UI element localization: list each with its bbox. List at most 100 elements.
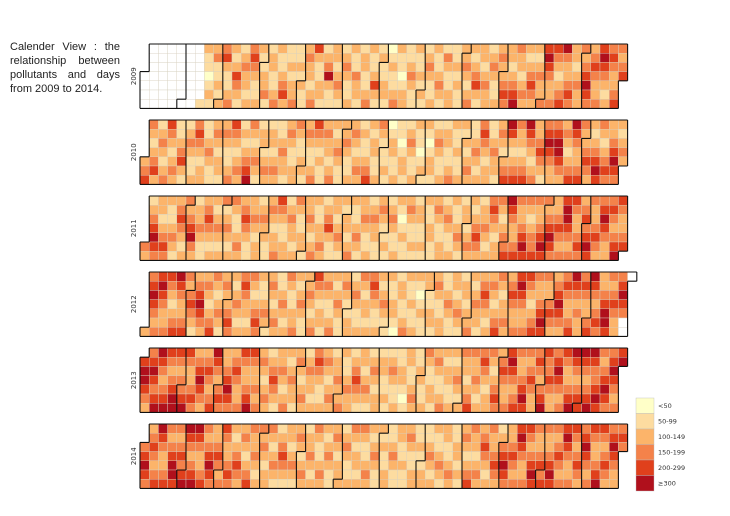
day-cell — [581, 89, 591, 100]
day-cell — [287, 403, 297, 413]
empty-day — [185, 80, 196, 91]
day-cell — [158, 451, 168, 462]
day-cell — [544, 403, 555, 413]
day-cell — [553, 156, 564, 167]
day-cell — [425, 241, 435, 252]
day-cell — [185, 317, 196, 328]
day-cell — [213, 271, 224, 282]
day-cell — [222, 460, 233, 471]
day-cell — [296, 232, 306, 243]
empty-day — [148, 80, 159, 91]
day-cell — [167, 347, 178, 358]
day-cell — [489, 43, 500, 54]
day-cell — [489, 317, 500, 328]
day-cell — [425, 375, 435, 386]
day-cell — [581, 469, 591, 480]
day-cell — [480, 232, 490, 243]
day-cell — [287, 423, 297, 434]
day-cell — [535, 232, 545, 243]
day-cell — [158, 147, 168, 158]
day-cell — [167, 250, 178, 261]
day-cell — [526, 204, 536, 215]
day-cell — [388, 271, 398, 282]
day-cell — [222, 98, 233, 109]
day-cell — [379, 347, 389, 358]
empty-day — [158, 53, 168, 63]
day-cell — [379, 250, 389, 261]
day-cell — [240, 232, 251, 243]
day-cell — [544, 308, 555, 319]
day-cell — [489, 366, 500, 376]
day-cell — [471, 43, 481, 54]
day-cell — [526, 281, 536, 291]
day-cell — [489, 71, 500, 81]
day-cell — [388, 89, 398, 100]
day-cell — [194, 165, 205, 176]
day-cell — [572, 281, 582, 291]
day-cell — [379, 366, 389, 376]
day-cell — [333, 98, 343, 109]
day-cell — [388, 308, 398, 319]
day-cell — [323, 299, 334, 310]
day-cell — [498, 195, 509, 206]
day-cell — [222, 469, 233, 480]
day-cell — [176, 195, 187, 206]
day-cell — [240, 366, 251, 376]
day-cell — [277, 308, 288, 319]
day-cell — [563, 479, 573, 489]
day-cell — [333, 308, 343, 319]
day-cell — [351, 80, 362, 91]
day-cell — [443, 479, 454, 489]
day-cell — [250, 290, 260, 300]
day-cell — [222, 119, 233, 130]
day-cell — [176, 281, 187, 291]
day-cell — [434, 423, 444, 434]
day-cell — [314, 156, 325, 167]
month-border — [139, 119, 629, 185]
day-cell — [609, 442, 619, 452]
day-cell — [351, 204, 362, 215]
day-cell — [204, 223, 214, 234]
day-cell — [342, 290, 352, 300]
day-cell — [535, 62, 545, 72]
day-cell — [452, 195, 463, 206]
day-cell — [194, 138, 205, 148]
day-cell — [388, 174, 398, 185]
day-cell — [231, 384, 242, 395]
day-cell — [406, 174, 417, 185]
day-cell — [323, 241, 334, 252]
day-cell — [240, 241, 251, 252]
day-cell — [342, 165, 352, 176]
day-cell — [185, 119, 196, 130]
legend-swatch — [635, 475, 655, 492]
day-cell — [489, 223, 500, 234]
day-cell — [618, 271, 628, 282]
day-cell — [517, 347, 527, 358]
day-cell — [397, 366, 408, 376]
day-cell — [158, 393, 168, 404]
day-cell — [498, 393, 509, 404]
day-cell — [609, 479, 619, 489]
day-cell — [231, 223, 242, 234]
day-cell — [369, 98, 380, 109]
day-cell — [277, 271, 288, 282]
day-cell — [351, 119, 362, 130]
day-cell — [618, 290, 628, 300]
day-cell — [342, 232, 352, 243]
day-cell — [296, 214, 306, 224]
day-cell — [296, 327, 306, 337]
day-cell — [471, 204, 481, 215]
day-cell — [489, 174, 500, 185]
day-cell — [222, 327, 233, 337]
day-cell — [213, 451, 224, 462]
day-cell — [287, 250, 297, 261]
day-cell — [231, 53, 242, 63]
day-cell — [507, 375, 518, 386]
day-cell — [213, 347, 224, 358]
day-cell — [277, 375, 288, 386]
day-cell — [351, 451, 362, 462]
day-cell — [277, 393, 288, 404]
day-cell — [599, 156, 610, 167]
day-cell — [563, 80, 573, 91]
day-cell — [406, 119, 417, 130]
